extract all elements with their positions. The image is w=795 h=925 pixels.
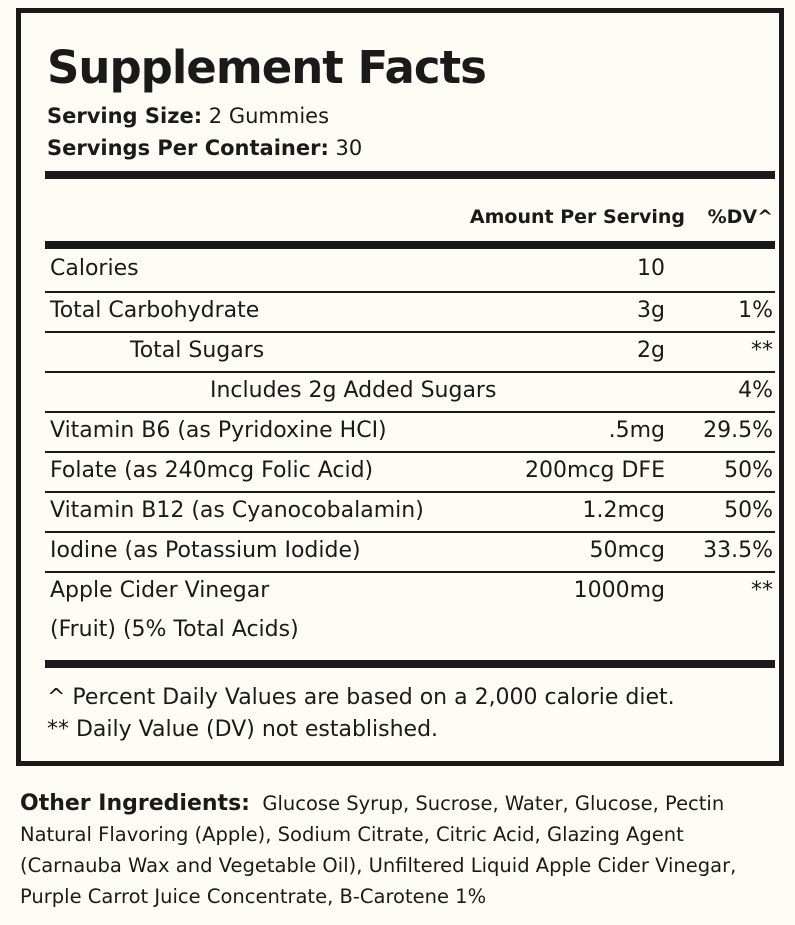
nutrient-name: Includes 2g Added Sugars: [210, 378, 497, 403]
amount: 200mcg DFE: [525, 458, 665, 483]
daily-value: 50%: [724, 498, 773, 523]
amount-header: Amount Per Serving: [469, 206, 685, 228]
nutrient-name: Iodine (as Potassium Iodide): [50, 538, 361, 563]
amount: 50mcg: [589, 538, 666, 563]
daily-value: **: [751, 338, 773, 363]
nutrient-name: Apple Cider Vinegar: [50, 578, 270, 603]
divider: [45, 660, 775, 668]
table-row: Total Sugars 2g **: [45, 331, 775, 373]
table-row: Apple Cider Vinegar (Fruit) (5% Total Aci…: [45, 571, 775, 649]
nutrient-name: Total Carbohydrate: [50, 298, 260, 323]
daily-value: 29.5%: [703, 418, 773, 443]
table-row: Calories 10: [45, 249, 775, 293]
table-row: Total Carbohydrate 3g 1%: [45, 291, 775, 333]
other-ingredients: Other Ingredients: Glucose Syrup, Sucros…: [20, 791, 737, 908]
table-row: Iodine (as Potassium Iodide) 50mcg 33.5%: [45, 531, 775, 573]
nutrient-name: Calories: [50, 256, 139, 281]
nutrient-name: Vitamin B6 (as Pyridoxine HCI): [50, 418, 387, 443]
daily-value: 33.5%: [703, 538, 773, 563]
amount: 1000mg: [573, 578, 665, 603]
daily-value: 4%: [738, 378, 773, 403]
nutrient-name: Folate (as 240mcg Folic Acid): [50, 458, 374, 483]
footnote: ^ Percent Daily Values are based on a 2,…: [47, 685, 675, 710]
table-row: Includes 2g Added Sugars 4%: [45, 371, 775, 413]
amount: 1.2mcg: [582, 498, 665, 523]
serving-size: Serving Size: 2 Gummies: [47, 104, 330, 128]
amount: .5mg: [608, 418, 665, 443]
daily-value: **: [751, 578, 773, 603]
table-row: Vitamin B6 (as Pyridoxine HCI) .5mg 29.5%: [45, 411, 775, 453]
footnote: ** Daily Value (DV) not established.: [47, 717, 439, 742]
table-row: Folate (as 240mcg Folic Acid) 200mcg DFE 5…: [45, 451, 775, 493]
panel-title: Supplement Facts: [47, 41, 487, 94]
nutrient-name: Total Sugars: [130, 338, 265, 363]
daily-value: 50%: [724, 458, 773, 483]
nutrient-name: Vitamin B12 (as Cyanocobalamin): [50, 498, 424, 523]
amount: 3g: [637, 298, 665, 323]
servings-per-container: Servings Per Container: 30: [47, 136, 363, 160]
dv-header: %DV^: [707, 206, 773, 228]
supplement-facts-panel: Supplement Facts Serving Size: 2 Gummies…: [16, 8, 784, 766]
amount: 2g: [637, 338, 665, 363]
divider: [45, 241, 775, 249]
daily-value: 1%: [738, 298, 773, 323]
divider: [45, 171, 775, 179]
table-row: Vitamin B12 (as Cyanocobalamin) 1.2mcg 50%: [45, 491, 775, 533]
nutrient-name-detail: (Fruit) (5% Total Acids): [50, 617, 299, 642]
amount: 10: [637, 256, 665, 281]
